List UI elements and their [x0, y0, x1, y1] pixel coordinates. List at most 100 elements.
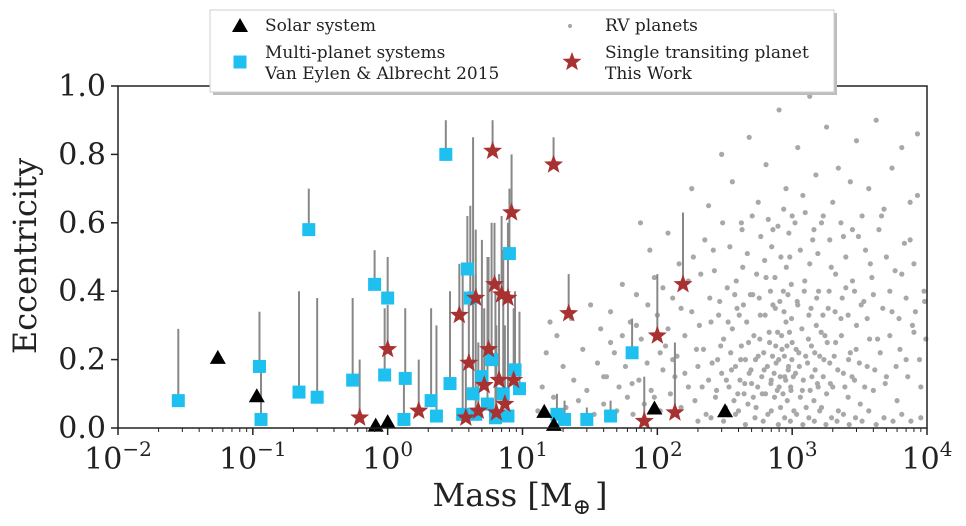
rv-planet-point	[769, 244, 775, 250]
x-tick-label: 10−2	[84, 437, 152, 477]
rv-planet-point	[781, 309, 787, 315]
rv-planet-point	[660, 285, 666, 291]
transiting-planet-point	[559, 303, 579, 322]
transiting-planet-point	[498, 288, 518, 307]
rv-planet-point	[833, 339, 839, 346]
rv-planet-point	[719, 370, 725, 376]
rv-planet-point	[857, 401, 863, 407]
rv-planet-point	[762, 257, 768, 264]
rv-planet-point	[744, 250, 750, 257]
rv-planet-point	[852, 415, 859, 421]
rv-planet-point	[637, 220, 644, 226]
rv-planet-point	[611, 350, 617, 356]
rv-planet-point	[748, 367, 754, 373]
rv-planet-point	[845, 394, 851, 400]
rv-planet-point	[792, 220, 798, 226]
rv-planet-point	[756, 295, 762, 301]
multi-planet-point	[310, 390, 324, 404]
rv-planet-point	[758, 233, 764, 240]
rv-planet-point	[818, 329, 824, 335]
rv-planet-point	[882, 380, 888, 387]
rv-planet-point	[887, 333, 893, 339]
rv-planet-point	[862, 384, 868, 390]
rv-planet-point	[725, 319, 731, 325]
rv-planet-point	[788, 384, 794, 390]
rv-planet-point	[647, 247, 653, 253]
rv-planet-point	[780, 391, 786, 397]
rv-planet-point	[830, 199, 836, 205]
rv-planet-point	[779, 333, 785, 339]
rv-planet-point	[813, 172, 819, 178]
rv-planet-point	[881, 206, 887, 212]
rv-planet-point	[881, 415, 887, 421]
rv-planet-point	[774, 387, 780, 393]
rv-planet-point	[765, 411, 771, 417]
x-axis-label-text: Mass [M	[432, 476, 572, 514]
rv-planet-point	[855, 233, 862, 240]
rv-planet-point	[738, 220, 744, 226]
rv-planet-point	[771, 370, 777, 376]
multi-planet-point	[460, 262, 474, 276]
multi-planet-point	[466, 387, 480, 401]
transiting-planet-point	[350, 407, 370, 426]
x-tick-base: 10	[767, 442, 805, 477]
rv-planet-point	[820, 312, 826, 318]
rv-planet-point	[856, 360, 862, 366]
rv-planet-point	[771, 394, 778, 400]
rv-planet-point	[707, 295, 713, 301]
solar-system-point	[717, 403, 734, 418]
rv-planet-point	[629, 380, 635, 387]
legend-label: Single transiting planet	[605, 43, 809, 63]
transiting-planet-point	[459, 353, 479, 372]
x-tick-label: 10−1	[219, 437, 287, 477]
rv-planet-point	[638, 336, 644, 342]
rv-planet-point	[826, 288, 832, 294]
rv-planet-point	[838, 220, 844, 226]
transiting-planet-point	[504, 370, 524, 389]
x-tick-exponent: 2	[670, 437, 683, 461]
rv-planet-point	[899, 144, 905, 151]
rv-planet-point	[840, 233, 847, 240]
rv-planet-point	[866, 408, 872, 414]
rv-planet-point	[824, 339, 830, 346]
multi-planet-point	[625, 346, 639, 360]
rv-planet-point	[695, 363, 701, 370]
rv-planet-point	[777, 374, 783, 380]
rv-planet-point	[644, 360, 650, 366]
rv-planet-point	[903, 295, 909, 301]
rv-planet-point	[742, 421, 749, 428]
multi-planet-point	[439, 147, 453, 161]
rv-planet-point	[777, 298, 783, 305]
rv-planet-point	[715, 357, 721, 363]
rv-planet-point	[746, 134, 752, 140]
transiting-planet-point	[673, 274, 693, 293]
rv-planet-point	[783, 186, 789, 192]
rv-planet-point	[713, 387, 720, 393]
rv-planet-point	[870, 387, 876, 393]
rv-planet-point	[822, 333, 828, 339]
transiting-planet-point	[495, 394, 515, 413]
rv-planet-point	[749, 213, 755, 219]
rv-planet-point	[807, 387, 813, 393]
rv-planet-point	[893, 363, 899, 370]
rv-planet-point	[794, 411, 800, 417]
rv-planet-point	[911, 329, 917, 335]
rv-planet-point	[909, 322, 916, 328]
rv-planet-point	[705, 203, 712, 209]
rv-planet-point	[785, 367, 791, 373]
rv-planet-point	[899, 411, 905, 417]
rv-planet-point	[719, 151, 725, 157]
rv-planet-point	[835, 165, 841, 171]
multi-planet-point	[381, 291, 395, 305]
multi-planet-point	[480, 397, 494, 411]
rv-planet-point	[732, 292, 738, 298]
rv-planet-point	[651, 274, 657, 281]
rv-planet-point	[560, 363, 566, 370]
rv-planet-point	[657, 350, 663, 356]
rv-planet-point	[745, 339, 752, 346]
rv-planet-point	[601, 401, 607, 407]
rv-planet-point	[883, 374, 890, 380]
rv-planet-point	[870, 292, 876, 298]
rv-planet-point	[740, 264, 746, 270]
rv-planet-point	[575, 398, 582, 404]
